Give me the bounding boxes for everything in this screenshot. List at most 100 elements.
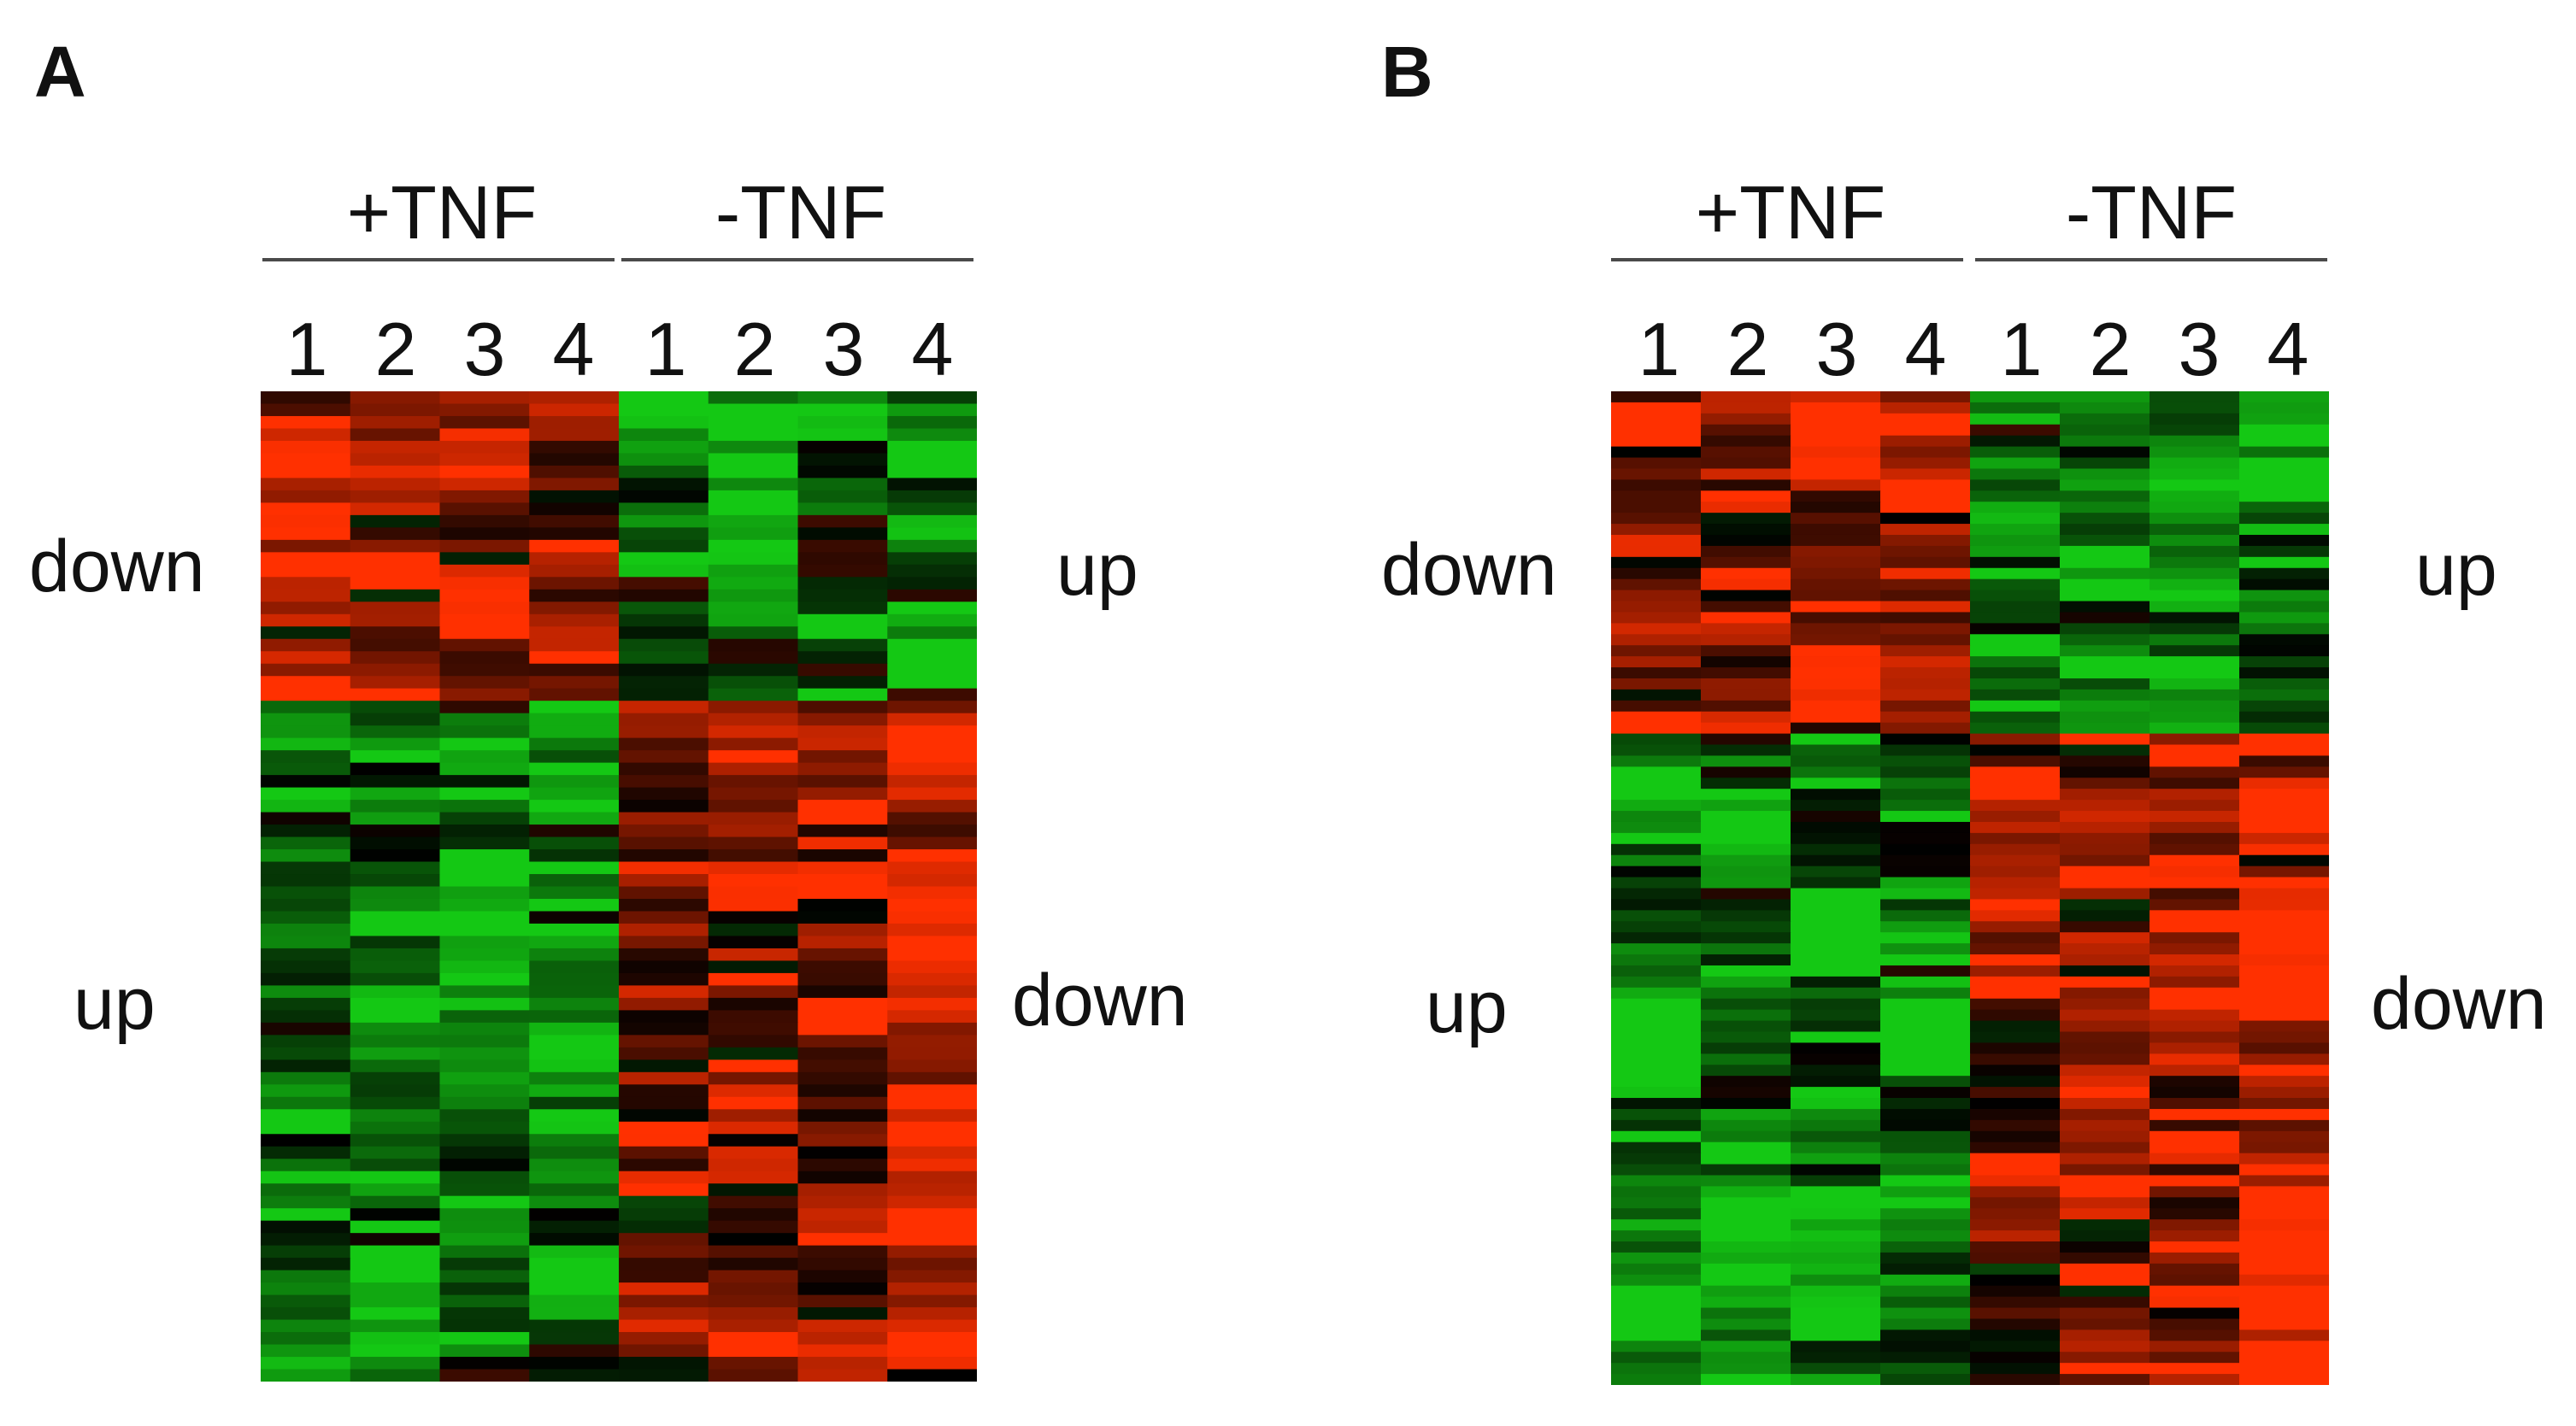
heatmap-cell — [1701, 1329, 1791, 1341]
heatmap-cell — [887, 1195, 977, 1209]
heatmap-cell — [797, 663, 888, 677]
heatmap-cell — [2060, 832, 2150, 845]
heatmap-cell — [2239, 1274, 2329, 1287]
heatmap-cell — [529, 1307, 620, 1321]
heatmap-cell — [2150, 578, 2240, 591]
heatmap-cell — [529, 514, 620, 528]
heatmap-cell — [2150, 457, 2240, 470]
heatmap-cell — [619, 663, 709, 677]
heatmap-cell — [708, 1307, 799, 1321]
heatmap-cell — [350, 1233, 441, 1247]
heatmap-cell — [261, 465, 351, 479]
heatmap-cell — [261, 502, 351, 516]
heatmap-cell — [1611, 435, 1702, 448]
heatmap-cell — [2150, 502, 2240, 513]
heatmap-cell — [797, 1121, 888, 1135]
heatmap-cell — [797, 453, 888, 467]
heatmap-cell — [261, 1047, 351, 1060]
heatmap-cell — [529, 713, 620, 726]
heatmap-cell — [1701, 1208, 1791, 1220]
heatmap-cell — [1701, 843, 1791, 856]
heatmap-cell — [529, 898, 620, 913]
heatmap-cell — [1880, 1230, 1971, 1242]
heatmap-cell — [1880, 656, 1971, 668]
heatmap-cell — [529, 1134, 620, 1147]
heatmap-cell — [1970, 954, 2061, 966]
heatmap-cell — [1701, 534, 1791, 547]
group-line-plus-tnf — [1611, 258, 1963, 261]
heatmap-b — [1611, 391, 2329, 1385]
heatmap-cell — [261, 428, 351, 442]
heatmap-cell — [797, 1307, 888, 1321]
heatmap-cell — [350, 701, 441, 714]
heatmap-cell — [439, 403, 530, 417]
heatmap-cell — [1880, 1197, 1971, 1209]
heatmap-cell — [529, 762, 620, 776]
heatmap-cell — [1701, 578, 1791, 591]
heatmap-cell — [1970, 479, 2061, 491]
heatmap-cell — [2060, 711, 2150, 724]
heatmap-cell — [2239, 800, 2329, 812]
heatmap-cell — [1611, 954, 1702, 966]
heatmap-cell — [2150, 943, 2240, 955]
heatmap-cell — [1701, 943, 1791, 955]
heatmap-cell — [1791, 678, 1881, 690]
heatmap-cell — [1880, 1153, 1971, 1165]
heatmap-cell — [439, 1121, 530, 1135]
heatmap-cell — [708, 490, 799, 503]
heatmap-cell — [2060, 435, 2150, 448]
heatmap-cell — [1701, 1230, 1791, 1242]
heatmap-cell — [2060, 391, 2150, 403]
heatmap-cell — [2060, 700, 2150, 713]
heatmap-cell — [2239, 502, 2329, 513]
heatmap-cell — [439, 638, 530, 652]
heatmap-cell — [1791, 1065, 1881, 1077]
heatmap-cell — [529, 626, 620, 640]
heatmap-cell — [1880, 1186, 1971, 1198]
heatmap-cell — [1880, 502, 1971, 513]
heatmap-cell — [1970, 800, 2061, 812]
heatmap-cell — [1880, 1263, 1971, 1276]
heatmap-cell — [887, 1071, 977, 1085]
heatmap-cell — [350, 911, 441, 924]
heatmap-cell — [529, 1071, 620, 1085]
heatmap-cell — [1791, 446, 1881, 459]
heatmap-cell — [350, 626, 441, 640]
heatmap-cell — [2060, 1175, 2150, 1187]
heatmap-cell — [2150, 854, 2240, 867]
heatmap-cell — [1791, 1208, 1881, 1220]
heatmap-cell — [1970, 744, 2061, 757]
heatmap-cell — [1880, 1065, 1971, 1077]
heatmap-cell — [1880, 612, 1971, 624]
heatmap-cell — [350, 663, 441, 677]
heatmap-cell — [350, 539, 441, 553]
heatmap-cell — [439, 874, 530, 888]
heatmap-cell — [439, 750, 530, 764]
heatmap-cell — [1880, 755, 1971, 767]
heatmap-cell — [797, 836, 888, 850]
heatmap-cell — [2060, 446, 2150, 459]
heatmap-cell — [1791, 888, 1881, 901]
heatmap-cell — [1880, 623, 1971, 635]
heatmap-cell — [887, 564, 977, 578]
heatmap-cell — [261, 527, 351, 541]
heatmap-cell — [1880, 888, 1971, 901]
heatmap-cell — [1791, 424, 1881, 437]
heatmap-cell — [261, 775, 351, 789]
heatmap-cell — [619, 1084, 709, 1098]
heatmap-cell — [1611, 1230, 1702, 1242]
heatmap-cell — [439, 1369, 530, 1382]
heatmap-cell — [350, 415, 441, 430]
heatmap-cell — [619, 638, 709, 652]
heatmap-cell — [350, 1208, 441, 1222]
heatmap-cell — [1701, 1186, 1791, 1198]
heatmap-cell — [2150, 899, 2240, 911]
column-label: 4 — [911, 307, 954, 391]
heatmap-cell — [1791, 1252, 1881, 1265]
heatmap-cell — [1791, 1363, 1881, 1375]
heatmap-cell — [2239, 1020, 2329, 1033]
heatmap-cell — [1701, 656, 1791, 668]
heatmap-cell — [529, 1208, 620, 1222]
heatmap-cell — [439, 1084, 530, 1098]
heatmap-cell — [439, 886, 530, 900]
